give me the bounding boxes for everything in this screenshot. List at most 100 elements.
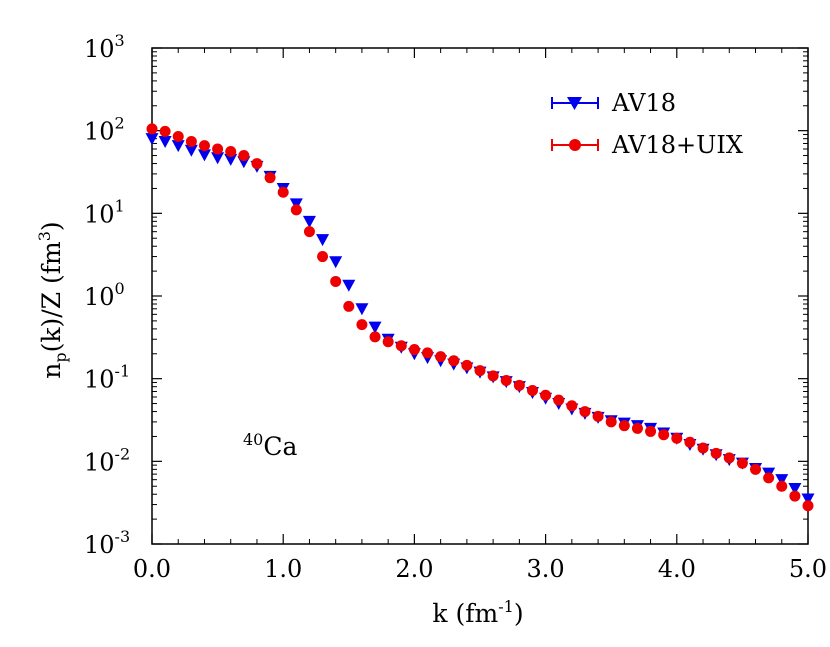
- data-point-av18-uix: [382, 336, 394, 348]
- data-point-av18-uix: [526, 384, 538, 396]
- data-point-av18-uix: [763, 472, 775, 484]
- annotation-sup: 40: [243, 430, 263, 449]
- data-point-av18-uix: [238, 150, 250, 162]
- data-point-av18: [158, 135, 172, 148]
- data-point-av18-uix: [579, 406, 591, 418]
- data-point-av18: [329, 256, 343, 269]
- data-point-av18-uix: [618, 420, 630, 432]
- y-axis-label-close: ): [37, 221, 66, 231]
- legend: AV18 AV18+UIX: [551, 89, 743, 159]
- data-point-av18-uix: [198, 140, 210, 152]
- series-layer: [145, 123, 815, 512]
- x-tick-label: 4.0: [658, 555, 696, 583]
- data-point-av18: [145, 133, 159, 146]
- data-point-av18-uix: [343, 300, 355, 312]
- y-axis-label-sub: p: [51, 352, 70, 362]
- data-point-av18-uix: [264, 172, 276, 184]
- data-point-av18-uix: [303, 226, 315, 238]
- x-axis-label-sup: -1: [498, 597, 514, 616]
- annotation-text: Ca: [263, 432, 297, 461]
- data-point-av18: [211, 152, 225, 165]
- data-point-av18-uix: [290, 204, 302, 216]
- data-point-av18-uix: [566, 400, 578, 412]
- axes-layer: 0.0 1.0 2.0 3.0 4.0 5.0 10-3 10-2 10-1 100 101 102 1…: [84, 31, 827, 583]
- annotation-ca40: 40Ca: [243, 430, 297, 461]
- data-point-av18-uix: [631, 422, 643, 434]
- data-point-av18-uix: [487, 370, 499, 382]
- data-point-av18: [302, 215, 316, 228]
- data-point-av18-uix: [212, 143, 224, 155]
- y-axis-label-sup: 3: [35, 231, 54, 241]
- data-point-av18: [342, 279, 356, 292]
- data-point-av18-uix: [723, 452, 735, 464]
- x-tick-label: 3.0: [527, 555, 565, 583]
- data-point-av18-uix: [540, 389, 552, 401]
- data-point-av18-uix: [736, 457, 748, 469]
- data-point-av18-uix: [750, 463, 762, 475]
- labels-layer: k (fm-1) np(k)/Z (fm3) 40Ca: [35, 221, 524, 628]
- data-point-av18: [801, 493, 815, 506]
- data-point-av18-uix: [185, 135, 197, 147]
- data-point-av18: [788, 482, 802, 495]
- data-point-av18-uix: [776, 480, 788, 492]
- data-point-av18: [368, 321, 382, 334]
- data-point-av18: [316, 234, 330, 247]
- data-point-av18-uix: [645, 425, 657, 437]
- legend-item-av18-uix: AV18+UIX: [551, 131, 743, 159]
- data-point-av18-uix: [789, 490, 801, 502]
- data-point-av18-uix: [408, 344, 420, 356]
- y-tick-label: 10-3: [84, 527, 130, 559]
- legend-item-av18: AV18: [551, 89, 676, 117]
- data-point-av18-uix: [159, 125, 171, 137]
- data-point-av18-uix: [461, 359, 473, 371]
- data-point-av18-uix: [422, 347, 434, 359]
- data-point-av18-uix: [395, 340, 407, 352]
- data-point-av18-uix: [435, 351, 447, 363]
- data-point-av18-uix: [671, 432, 683, 444]
- data-point-av18-uix: [146, 123, 158, 135]
- data-point-av18: [355, 303, 369, 316]
- data-point-av18-uix: [592, 410, 604, 422]
- y-tick-label: 10-1: [84, 362, 130, 394]
- x-tick-label: 2.0: [395, 555, 433, 583]
- data-point-av18: [197, 149, 211, 162]
- legend-marker-av18: [567, 97, 582, 110]
- y-tick-label: 103: [84, 31, 125, 63]
- data-point-av18-uix: [330, 275, 342, 287]
- data-point-av18-uix: [605, 416, 617, 428]
- plot-frame: [151, 47, 809, 545]
- series-av18-uix: [146, 123, 814, 512]
- data-point-av18-uix: [251, 158, 263, 170]
- y-tick-label: 10-2: [84, 444, 130, 476]
- data-point-av18-uix: [448, 355, 460, 367]
- y-axis-label-pre: n: [37, 363, 66, 379]
- data-point-av18-uix: [474, 365, 486, 377]
- data-point-av18: [184, 144, 198, 157]
- data-point-av18-uix: [172, 131, 184, 143]
- data-point-av18-uix: [369, 331, 381, 343]
- data-point-av18-uix: [684, 436, 696, 448]
- x-tick-label: 1.0: [264, 555, 302, 583]
- data-point-av18-uix: [658, 429, 670, 441]
- x-tick-label: 0.0: [133, 555, 171, 583]
- data-point-av18: [224, 153, 238, 166]
- y-axis-label-mid: (k)/Z (fm: [37, 241, 66, 352]
- data-point-av18-uix: [710, 447, 722, 459]
- data-point-av18: [171, 140, 185, 153]
- data-point-av18-uix: [697, 442, 709, 454]
- y-tick-label: 100: [84, 279, 125, 311]
- data-point-av18-uix: [356, 319, 368, 331]
- data-point-av18-uix: [802, 500, 814, 512]
- legend-label-av18-uix: AV18+UIX: [611, 131, 743, 159]
- x-axis-label-close: ): [514, 599, 524, 628]
- data-point-av18: [775, 474, 789, 487]
- y-axis-label: np(k)/Z (fm3): [35, 221, 70, 378]
- data-point-av18-uix: [553, 394, 565, 406]
- x-axis-label: k (fm-1): [432, 597, 523, 628]
- data-point-av18-uix: [225, 145, 237, 157]
- x-axis-label-main: k (fm: [432, 599, 498, 628]
- data-point-av18-uix: [317, 251, 329, 263]
- legend-marker-av18-uix: [569, 139, 581, 151]
